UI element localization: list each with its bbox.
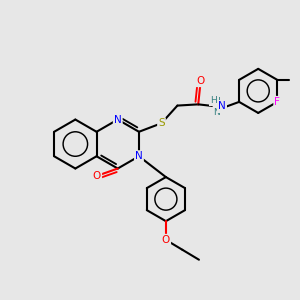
Text: O: O	[93, 171, 101, 181]
Text: N: N	[218, 101, 226, 111]
Text: O: O	[196, 76, 205, 86]
Text: F: F	[274, 97, 280, 107]
Text: S: S	[158, 118, 165, 128]
Text: H: H	[210, 96, 217, 105]
Text: N: N	[135, 151, 143, 161]
Text: H
N: H N	[214, 97, 220, 116]
Text: O: O	[162, 235, 170, 245]
Text: N: N	[114, 115, 122, 124]
